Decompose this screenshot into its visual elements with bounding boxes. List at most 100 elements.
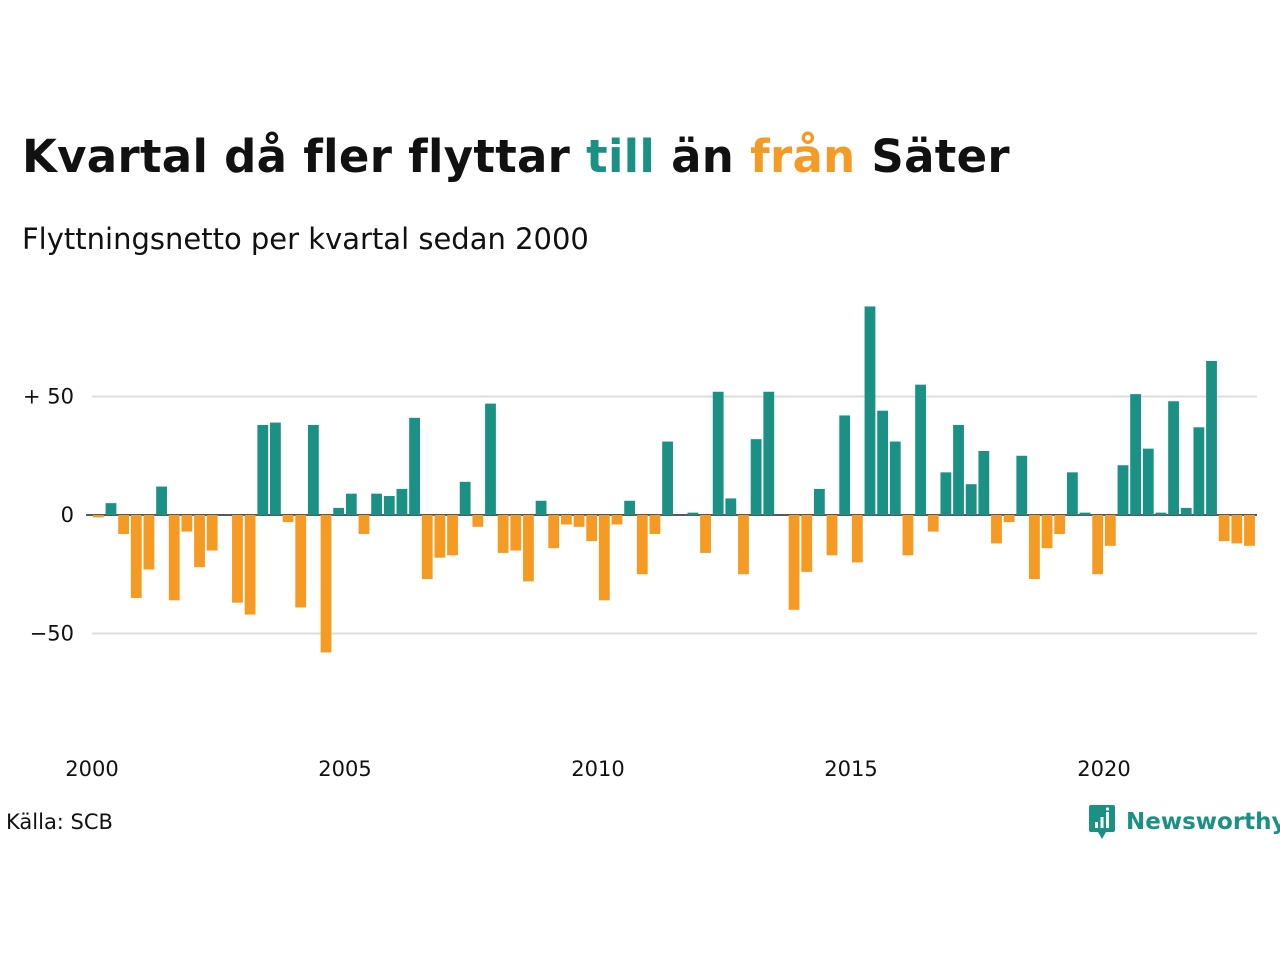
bar-positive [459,481,471,515]
bar-negative [1104,515,1116,546]
bar-negative [851,515,863,563]
bar-positive [712,391,724,515]
bar-positive [371,493,383,515]
bar-negative [636,515,648,575]
bar-positive [687,512,699,515]
bar-negative [586,515,598,542]
bar-positive [1117,465,1129,515]
bar-positive [1079,512,1091,515]
bar-negative [1041,515,1053,549]
x-axis-tick-labels: 2000 2005 2010 2015 2020 [65,757,1130,781]
bar-negative [991,515,1002,544]
bar-negative [447,515,458,556]
title-part-1: Kvartal då fler flyttar [22,130,587,183]
bar-negative [421,515,433,579]
bar-positive [813,488,825,515]
bar-negative [560,515,572,525]
bar-negative [738,515,749,575]
bar-positive [1206,360,1217,515]
x-tick-label: 2020 [1077,757,1130,781]
x-tick-label: 2005 [318,757,371,781]
bar-negative [168,515,180,601]
bar-negative [1029,515,1040,579]
bar-chart: + 50 0 −50 2000 2005 2010 2015 2020 [23,306,1257,781]
bar-positive [763,391,775,515]
bar-negative [700,515,711,553]
bar-negative [598,515,610,601]
bar-negative [826,515,838,556]
y-tick-label: + 50 [23,385,74,409]
bar-negative [244,515,256,615]
bar-negative [902,515,914,556]
bar-negative [143,515,155,570]
bar-positive [965,484,977,515]
bar-positive [839,415,851,515]
bar-positive [864,306,876,515]
bar-negative [232,515,243,603]
bar-positive [535,500,547,515]
title-part-2: än [655,130,751,183]
bar-positive [333,507,345,515]
bar-positive [889,441,901,515]
y-tick-label: −50 [30,622,74,646]
bar-negative [1218,515,1230,542]
bar-positive [1155,512,1167,515]
bar-negative [118,515,130,534]
bar-negative [206,515,218,551]
y-axis-tick-labels: + 50 0 −50 [23,385,74,646]
bar-positive [662,441,673,515]
bar-negative [1231,515,1243,544]
bar-negative [548,515,560,549]
bar-positive [257,424,269,515]
title-till-highlight: till [586,130,656,183]
x-tick-label: 2010 [571,757,624,781]
bar-negative [1054,515,1066,534]
bar-positive [1180,507,1192,515]
brand-logo: Newsworthy [1088,803,1280,841]
bar-positive [940,472,952,515]
bar-positive [156,486,167,515]
bar-positive [978,451,990,515]
bar-negative [927,515,939,532]
bar-positive [1130,394,1142,515]
title-part-3: Säter [855,130,1010,183]
bar-negative [434,515,446,558]
bar-positive [1066,472,1078,515]
title-fran-highlight: från [750,130,856,183]
bar-negative [573,515,585,527]
bar-positive [1193,427,1205,515]
bars [92,306,1255,653]
bar-positive [383,496,395,515]
bar-negative [523,515,534,582]
bar-positive [409,417,420,515]
bar-negative [194,515,205,568]
x-tick-label: 2000 [65,757,118,781]
bar-negative [295,515,307,608]
bar-negative [320,515,332,653]
bar-positive [915,384,926,515]
bar-negative [510,515,522,551]
bar-negative [358,515,370,534]
bar-negative [92,515,104,518]
bar-positive [307,424,319,515]
bar-positive [1016,455,1028,515]
bar-negative [130,515,142,598]
bar-positive [953,424,964,515]
bar-positive [270,422,281,515]
bar-negative [282,515,294,523]
bar-positive [396,488,408,515]
x-tick-label: 2015 [824,757,877,781]
bar-negative [788,515,800,610]
bar-positive [1142,448,1154,515]
newsworthy-logo-icon [1089,805,1115,839]
bar-negative [1092,515,1104,575]
bar-negative [1244,515,1255,546]
bar-negative [497,515,509,553]
bar-negative [472,515,484,527]
chart-title: Kvartal då fler flyttar till än från Sät… [22,130,1010,183]
source-note: Källa: SCB [6,810,113,834]
y-tick-label: 0 [61,503,74,527]
bar-negative [1003,515,1015,523]
bar-positive [1168,401,1179,515]
bar-positive [345,493,357,515]
